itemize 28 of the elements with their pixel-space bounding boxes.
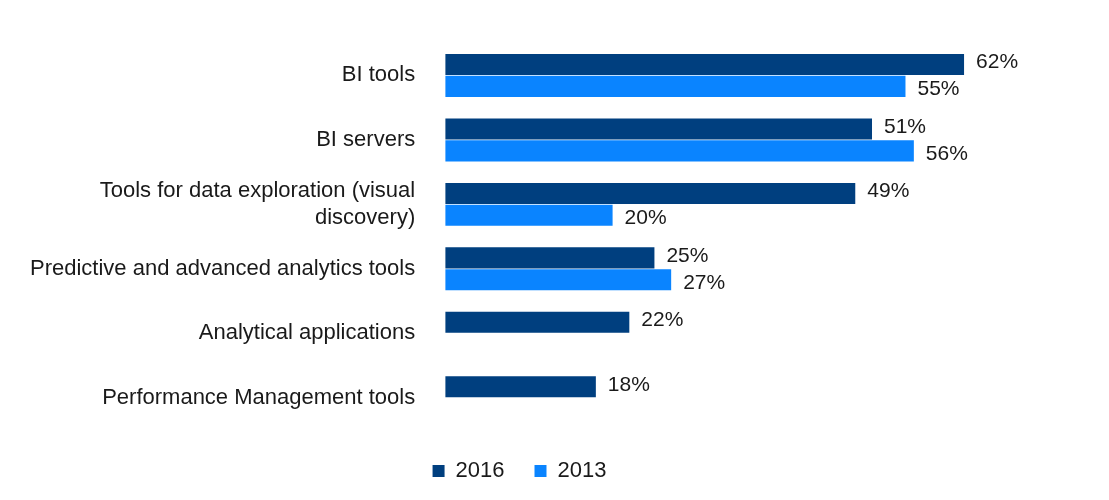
y-tick-label: BI tools [341, 61, 416, 87]
data-label: 18% [607, 371, 650, 395]
bar [445, 204, 613, 226]
data-label: 62% [976, 49, 1019, 73]
bar [445, 75, 906, 97]
data-label: 49% [867, 178, 910, 202]
y-tick-label: BI servers [316, 125, 416, 151]
data-label: 27% [683, 269, 726, 293]
bar [445, 269, 672, 291]
y-tick-label: Tools for data exploration (visual discovery) [99, 177, 416, 229]
y-tick-label: Analytical applications [198, 319, 416, 345]
bar [445, 247, 655, 269]
data-label: 51% [884, 113, 927, 137]
data-label: 55% [917, 76, 960, 100]
bar [445, 376, 596, 398]
bar [445, 118, 872, 140]
legend-label: 2016 [455, 457, 505, 483]
data-label: 20% [624, 205, 667, 229]
y-tick-label: Predictive and advanced analytics tools [29, 254, 416, 280]
bar [445, 140, 914, 162]
legend-label: 2013 [557, 457, 607, 483]
bar [445, 311, 630, 333]
data-label: 56% [925, 140, 968, 164]
data-label: 25% [666, 242, 709, 266]
y-tick-label: Performance Management tools [102, 383, 416, 409]
bar [445, 182, 856, 204]
data-label: 22% [641, 307, 684, 331]
bar [445, 53, 965, 75]
